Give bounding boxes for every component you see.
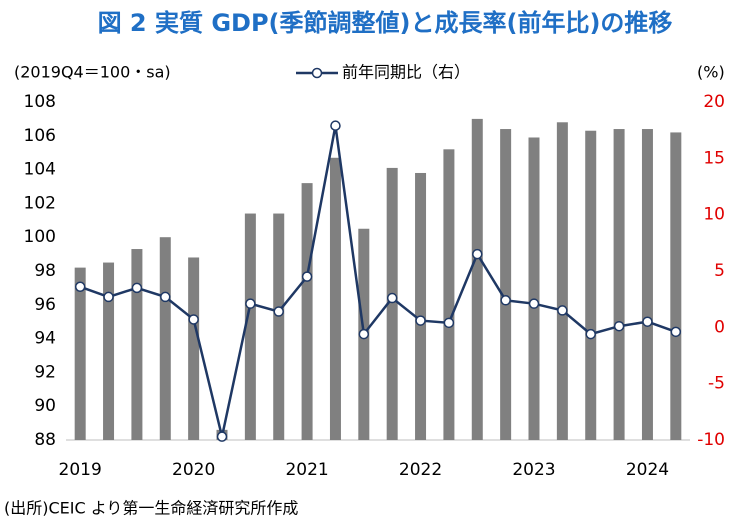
line-marker [670,326,682,338]
bar [188,257,200,440]
line-marker [500,295,511,306]
line-marker [557,305,568,316]
line-marker [301,271,313,282]
y-tick-label: 98 [34,261,56,281]
line-marker [188,314,199,325]
line-marker [613,320,625,332]
bar [585,130,597,441]
line-marker [273,306,284,317]
y-tick-label: 100 [24,227,56,247]
y-tick-label: 90 [34,396,56,416]
y-tick-label: 104 [24,160,56,180]
line-marker [585,328,596,340]
line-marker [330,120,341,131]
y-tick-label: 92 [34,362,56,382]
line-marker [216,431,228,442]
bar [273,213,285,440]
y-tick-label: 96 [34,295,56,315]
y2-axis-label: (%) [697,63,725,82]
y2-tick-label: -10 [697,430,725,450]
y-tick-label: 108 [24,92,56,112]
line-marker [245,298,256,309]
legend-label: 前年同期比（右） [342,63,470,82]
bar [670,132,682,441]
line-marker [415,315,426,326]
bar [471,118,483,441]
chart-title: 図 2 実質 GDP(季節調整値)と成長率(前年比)の推移 [98,9,673,37]
bar [159,237,171,440]
y-tick-label: 102 [24,193,56,213]
y-tick-label: 94 [34,329,56,349]
bar [641,129,653,441]
source-note: (出所)CEIC より第一生命経済研究所作成 [4,499,298,518]
line-marker [472,248,483,260]
bar [613,129,625,441]
x-tick-label: 2024 [626,460,669,480]
line-marker [103,291,114,303]
bar [103,262,115,440]
bar [131,249,143,440]
y2-tick-label: 5 [714,261,725,281]
bar [74,267,86,440]
x-tick-label: 2022 [399,460,442,480]
y-tick-label: 106 [24,126,56,146]
y-tick-label: 88 [34,430,56,450]
y2-tick-label: 10 [703,205,725,225]
x-tick-label: 2020 [172,460,215,480]
x-tick-label: 2021 [285,460,328,480]
bar [244,213,256,440]
bar [301,183,313,440]
line-marker [74,281,86,293]
line-marker [131,282,143,294]
bar [329,157,341,440]
bar [556,122,568,440]
line [79,125,677,437]
y2-tick-label: 20 [703,92,725,112]
legend-marker [311,67,323,79]
line-marker [358,328,370,340]
y2-tick-label: -5 [708,374,725,394]
y2-tick-label: 15 [703,148,725,168]
y-axis-label: (2019Q4＝100・sa) [14,63,171,82]
line-marker [528,298,540,309]
x-tick-label: 2019 [59,460,102,480]
bar [528,137,540,441]
x-tick-label: 2023 [512,460,555,480]
bar [500,129,512,441]
bar [443,149,455,440]
line-marker [443,317,455,329]
bar [386,167,398,440]
line-marker [642,316,653,327]
line-marker [386,292,398,304]
y2-tick-label: 0 [714,317,725,337]
line-marker [160,291,171,303]
bar [415,172,427,441]
